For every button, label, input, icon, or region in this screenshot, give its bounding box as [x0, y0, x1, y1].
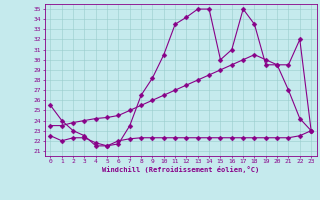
X-axis label: Windchill (Refroidissement éolien,°C): Windchill (Refroidissement éolien,°C) — [102, 166, 260, 173]
